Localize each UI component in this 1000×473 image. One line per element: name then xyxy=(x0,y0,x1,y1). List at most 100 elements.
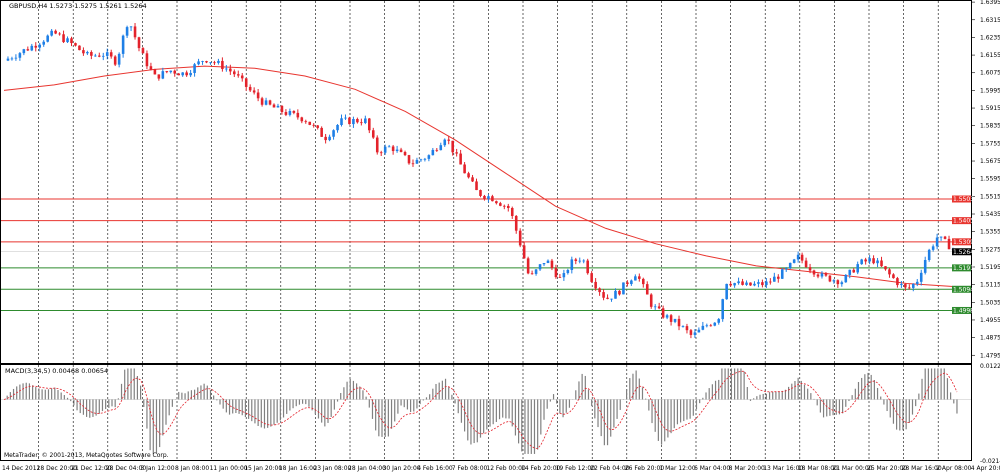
candle-body xyxy=(876,260,879,264)
candle-body xyxy=(856,264,859,273)
candle-body xyxy=(892,274,895,279)
candle-body xyxy=(70,38,73,44)
candle-body xyxy=(665,315,669,318)
candle-body xyxy=(800,254,804,261)
candle-body xyxy=(554,267,558,278)
main-pane-border xyxy=(0,0,972,364)
candle-body xyxy=(90,52,93,56)
candle-body xyxy=(947,238,951,250)
candle-body xyxy=(828,275,832,282)
candle-body xyxy=(411,163,415,165)
candle-body xyxy=(935,237,939,247)
candle-body xyxy=(451,140,454,153)
candle-body xyxy=(42,41,45,45)
candle-body xyxy=(733,283,736,286)
candle-body xyxy=(661,308,665,318)
candle-body xyxy=(82,50,85,54)
x-tick-label: 15 Jan 20:00 xyxy=(244,465,282,472)
candle-body xyxy=(634,276,637,281)
candle-body xyxy=(101,55,105,57)
candle-body xyxy=(606,297,609,299)
candle-body xyxy=(244,78,248,87)
candle-body xyxy=(915,281,919,284)
candle-body xyxy=(268,100,272,105)
candle-body xyxy=(769,281,772,283)
candle-body xyxy=(360,122,363,124)
x-tick-label: 8 Mar 20:00 xyxy=(729,465,765,472)
candle-body xyxy=(780,269,784,279)
candle-body xyxy=(94,55,97,57)
candle-body xyxy=(491,196,494,202)
candle-body xyxy=(14,57,18,59)
candle-body xyxy=(201,61,204,62)
candle-body xyxy=(784,268,788,270)
price-level-label: 1.5191 xyxy=(953,265,974,272)
candle-body xyxy=(582,260,586,262)
price-level-label: 1.5094 xyxy=(953,286,974,293)
x-tick-label: 4 Apr 20:00 xyxy=(971,465,1000,472)
candle-body xyxy=(558,277,562,278)
candle-body xyxy=(431,149,435,156)
candle-body xyxy=(518,230,522,246)
x-tick-label: 18 Dec 20:00 xyxy=(37,465,78,472)
candle-body xyxy=(296,112,300,118)
candle-body xyxy=(522,245,526,259)
candle-body xyxy=(792,259,796,263)
candle-body xyxy=(872,258,875,264)
candle-body xyxy=(447,139,451,141)
candle-body xyxy=(721,299,724,320)
candle-body xyxy=(371,130,375,138)
candle-body xyxy=(169,70,173,73)
candle-body xyxy=(745,282,748,285)
price-level-tag xyxy=(952,238,971,246)
price-level-label: 1.5309 xyxy=(953,239,974,246)
y-tick-label: 1.6395 xyxy=(980,0,1000,6)
price-level-tag xyxy=(952,217,971,225)
candle-body xyxy=(526,258,530,274)
candle-body xyxy=(391,146,395,152)
candle-body xyxy=(38,44,42,48)
x-tick-label: 18 Mar 08:00 xyxy=(798,465,838,472)
y-tick-label: 1.5275 xyxy=(980,246,1000,253)
candle-body xyxy=(506,205,510,209)
candle-body xyxy=(765,281,768,286)
candle-body xyxy=(681,326,685,327)
candle-body xyxy=(923,260,927,273)
candle-body xyxy=(574,259,578,262)
candle-body xyxy=(638,276,641,279)
candle-body xyxy=(233,71,236,75)
candle-body xyxy=(205,61,208,63)
candle-body xyxy=(58,33,61,35)
price-level-tag xyxy=(952,285,971,293)
candle-body xyxy=(705,325,709,327)
candle-body xyxy=(570,259,574,270)
candle-body xyxy=(669,315,673,322)
y-tick-label: 1.5915 xyxy=(980,105,1000,112)
y-tick-label: 1.5835 xyxy=(980,123,1000,130)
y-tick-label: 1.5675 xyxy=(980,158,1000,165)
y-tick-label: 1.5035 xyxy=(980,299,1000,306)
candle-body xyxy=(848,269,852,275)
candle-body xyxy=(808,267,812,271)
x-tick-label: 23 Jan 08:00 xyxy=(313,465,351,472)
candle-body xyxy=(741,281,744,285)
y-tick-label: 1.4795 xyxy=(980,352,1000,359)
candle-body xyxy=(252,90,256,93)
candle-body xyxy=(260,98,264,105)
candle-body xyxy=(356,119,359,123)
candle-body xyxy=(753,283,756,286)
grid-layer xyxy=(38,1,939,460)
y-tick-label: 1.5515 xyxy=(980,193,1000,200)
y-tick-label: 1.5755 xyxy=(980,140,1000,147)
candle-body xyxy=(717,319,721,323)
candle-body xyxy=(288,110,292,115)
candle-body xyxy=(618,290,621,295)
candle-body xyxy=(852,269,856,273)
candle-body xyxy=(546,260,550,263)
candle-body xyxy=(46,35,49,42)
x-tick-label: 3 Jan 12:00 xyxy=(140,465,174,472)
candle-body xyxy=(919,272,923,282)
candle-body xyxy=(538,264,542,270)
candle-body xyxy=(812,270,816,275)
y-tick-label: 1.5995 xyxy=(980,87,1000,94)
